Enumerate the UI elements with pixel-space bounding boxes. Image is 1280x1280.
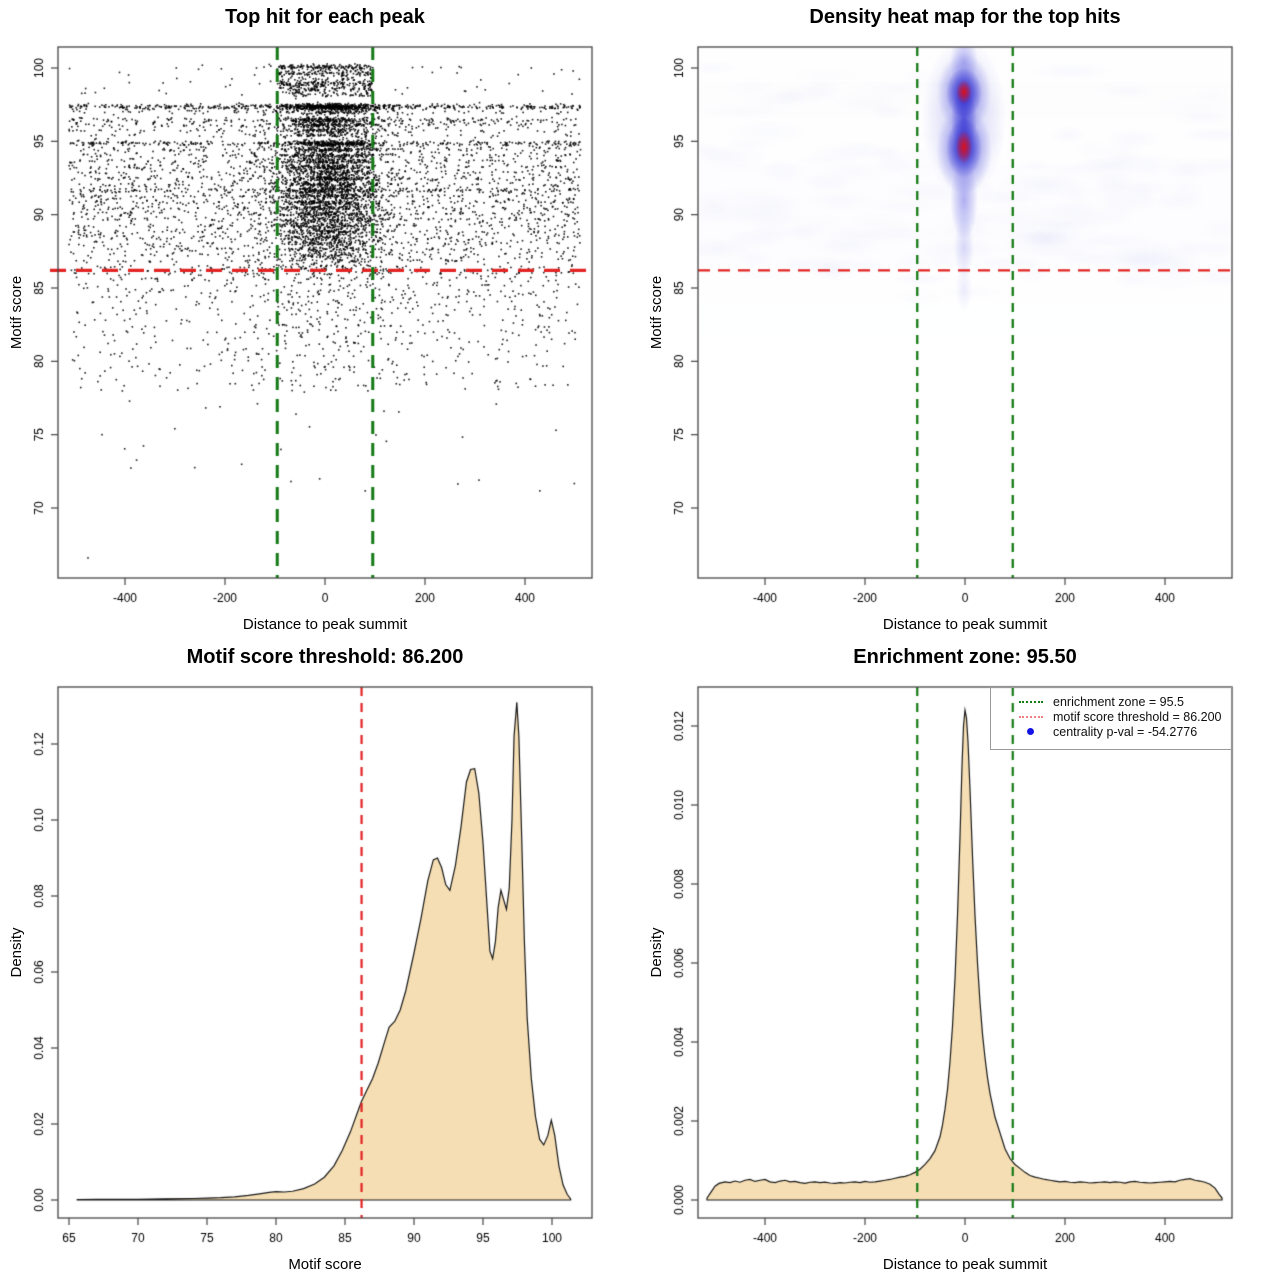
legend-label: motif score threshold = 86.200 [1053,709,1222,724]
enrichment-x-axis-label: Distance to peak summit [882,1256,1048,1273]
green-dotted-line-icon [1019,700,1043,703]
panel-top-hit-scatter: Top hit for each peak Distance to peak s… [0,0,640,640]
blue-dot-icon [1027,728,1034,735]
panel-enrichment-zone-density: Enrichment zone: 95.50 Distance to peak … [640,640,1280,1280]
heatmap-y-axis-label: Motif score [648,275,665,350]
legend-item-centrality-pval: centrality p-val = -54.2776 [991,724,1231,739]
scatter-x-axis-label: Distance to peak summit [242,616,408,633]
scatter-y-axis-label: Motif score [8,275,25,350]
legend-item-enrichment-zone: enrichment zone = 95.5 [991,694,1231,709]
scatter-plot-canvas [0,0,640,640]
score-density-title: Motif score threshold: 86.200 [186,646,464,668]
enrichment-title: Enrichment zone: 95.50 [853,646,1077,668]
enrichment-density-canvas [640,640,1280,1280]
score-density-y-axis-label: Density [8,927,25,978]
panel-motif-score-density: Motif score threshold: 86.200 Motif scor… [0,640,640,1280]
scatter-title: Top hit for each peak [225,6,425,28]
legend-label: centrality p-val = -54.2776 [1053,724,1198,739]
legend-item-motif-threshold: motif score threshold = 86.200 [991,709,1231,724]
heatmap-title: Density heat map for the top hits [809,6,1121,28]
red-dotted-line-icon [1019,715,1043,718]
legend: enrichment zone = 95.5 motif score thres… [990,687,1232,750]
heatmap-x-axis-label: Distance to peak summit [882,616,1048,633]
heatmap-canvas [640,0,1280,640]
enrichment-y-axis-label: Density [648,927,665,978]
score-density-canvas [0,640,640,1280]
panel-density-heatmap: Density heat map for the top hits Distan… [640,0,1280,640]
score-density-x-axis-label: Motif score [288,1256,362,1273]
legend-label: enrichment zone = 95.5 [1053,694,1184,709]
